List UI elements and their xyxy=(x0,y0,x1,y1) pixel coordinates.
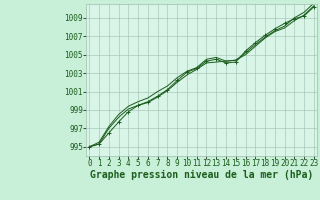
X-axis label: Graphe pression niveau de la mer (hPa): Graphe pression niveau de la mer (hPa) xyxy=(90,170,313,180)
